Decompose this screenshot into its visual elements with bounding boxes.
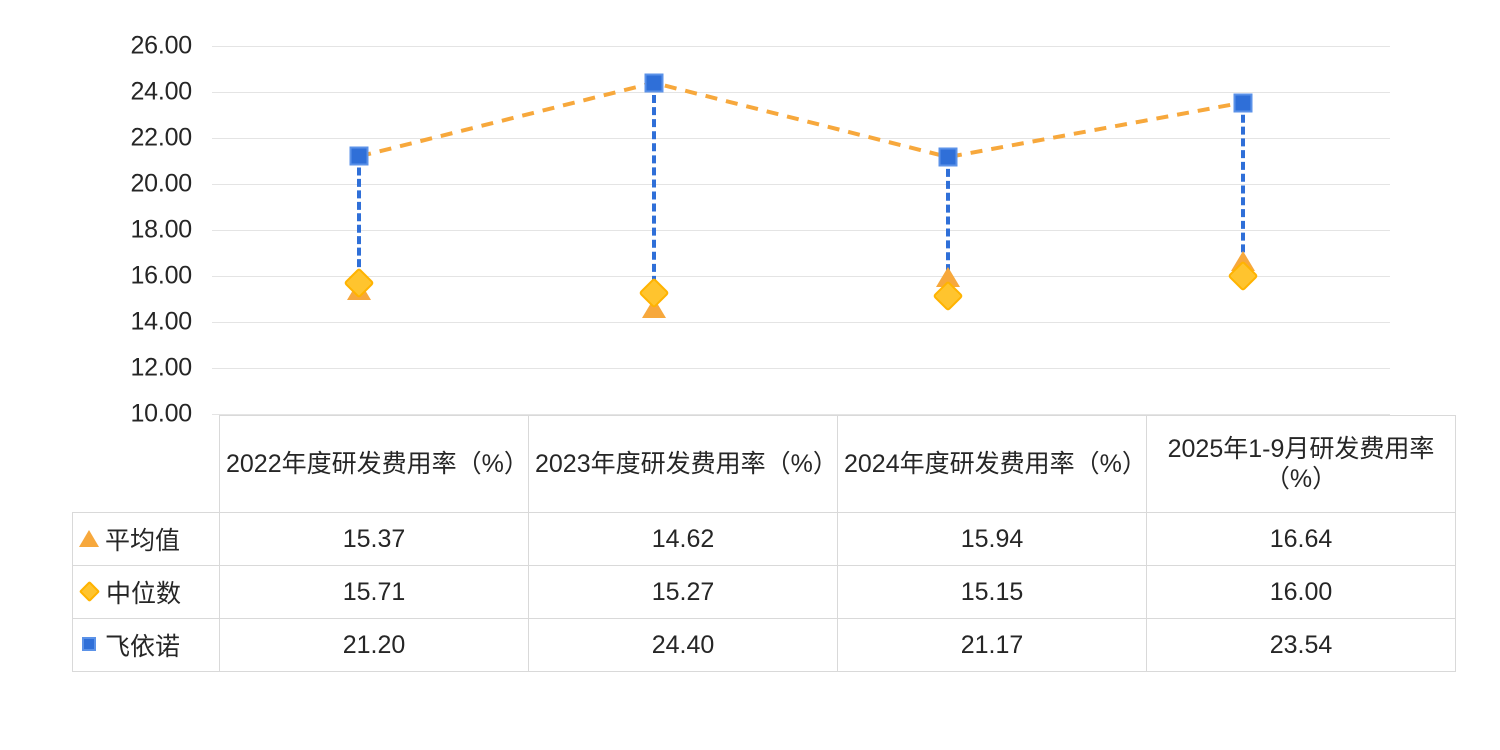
- chart-gridlines: [212, 0, 1390, 420]
- table-cell-value: 15.71: [219, 565, 529, 619]
- y-axis-tick-label: 16.00: [130, 261, 192, 290]
- gridline: [212, 322, 1390, 323]
- gridline: [212, 138, 1390, 139]
- table-column-header: 2025年1-9月研发费用率（%）: [1146, 415, 1456, 513]
- series-legend-label: 飞依诺: [105, 633, 181, 661]
- table-body: 平均值 15.37 14.62 15.94 16.64 中位数 15.71 15.27 15.1…: [72, 512, 1456, 672]
- diamond-marker-icon: [78, 580, 101, 602]
- table-cell-value: 16.00: [1146, 565, 1456, 619]
- series-connector-lines: [358, 80, 1244, 160]
- y-axis-tick-label: 24.00: [130, 77, 192, 106]
- y-axis-tick-label: 12.00: [130, 353, 192, 382]
- average-triangle-marker-icon: [936, 267, 961, 288]
- gridline: [212, 46, 1390, 47]
- series-legend-label: 平均值: [105, 527, 181, 555]
- value-range-stem: [651, 82, 656, 308]
- company-square-marker-icon: [644, 73, 664, 93]
- chart-plot-area: 26.00 24.00 22.00 20.00 18.00 16.00 14.00 12.00…: [70, 0, 1390, 428]
- series-legend-label: 中位数: [106, 580, 182, 608]
- square-marker-icon: [82, 637, 96, 651]
- y-axis-tick-label: 14.00: [130, 307, 192, 336]
- table-cell-value: 15.94: [837, 512, 1147, 566]
- gridline: [212, 414, 1390, 415]
- table-cell-value: 21.17: [837, 618, 1147, 672]
- table-column-header: 2023年度研发费用率（%）: [528, 415, 838, 513]
- value-range-stem: [946, 157, 951, 296]
- table-cell-value: 23.54: [1146, 618, 1456, 672]
- y-axis-tick-label: 20.00: [130, 169, 192, 198]
- y-axis-tick-label: 18.00: [130, 215, 192, 244]
- table-header-row: 2022年度研发费用率（%） 2023年度研发费用率（%） 2024年度研发费用率（…: [73, 415, 1456, 513]
- table-cell-value: 16.64: [1146, 512, 1456, 566]
- company-square-marker-icon: [349, 146, 369, 166]
- trend-dashed-line: [358, 80, 1244, 160]
- y-axis-tick-label: 10.00: [130, 399, 192, 428]
- gridline: [212, 276, 1390, 277]
- value-range-stem: [1240, 102, 1245, 276]
- table-cell-value: 21.20: [219, 618, 529, 672]
- table-cell-value: 24.40: [528, 618, 838, 672]
- gridline: [212, 230, 1390, 231]
- data-table: 2022年度研发费用率（%） 2023年度研发费用率（%） 2024年度研发费用率（…: [72, 415, 1456, 672]
- value-range-stem: [357, 156, 362, 291]
- table-cell-value: 15.15: [837, 565, 1147, 619]
- y-axis-tick-label: 22.00: [130, 123, 192, 152]
- table-row-header: 中位数: [72, 565, 220, 619]
- company-square-marker-icon: [1233, 93, 1253, 113]
- table-row-header: 飞依诺: [72, 618, 220, 672]
- table-cell-value: 14.62: [528, 512, 838, 566]
- gridline: [212, 368, 1390, 369]
- table-cell-value: 15.27: [528, 565, 838, 619]
- y-axis-tick-label: 26.00: [130, 31, 192, 60]
- data-table-wrapper: 2022年度研发费用率（%） 2023年度研发费用率（%） 2024年度研发费用率（…: [72, 415, 1456, 672]
- table-corner-cell: [73, 416, 220, 513]
- y-axis-tick-labels: 26.00 24.00 22.00 20.00 18.00 16.00 14.00 12.00…: [70, 0, 192, 428]
- gridline: [212, 92, 1390, 93]
- company-square-marker-icon: [938, 147, 958, 167]
- table-row: 飞依诺 21.20 24.40 21.17 23.54: [72, 618, 1456, 672]
- table-row: 中位数 15.71 15.27 15.15 16.00: [72, 565, 1456, 619]
- table-column-header: 2024年度研发费用率（%）: [837, 415, 1147, 513]
- table-column-header: 2022年度研发费用率（%）: [219, 415, 529, 513]
- triangle-marker-icon: [79, 529, 99, 547]
- gridline: [212, 184, 1390, 185]
- table-row: 平均值 15.37 14.62 15.94 16.64: [72, 512, 1456, 566]
- chart-series-markers: [212, 0, 1390, 420]
- table-cell-value: 15.37: [219, 512, 529, 566]
- table-row-header: 平均值: [72, 512, 220, 566]
